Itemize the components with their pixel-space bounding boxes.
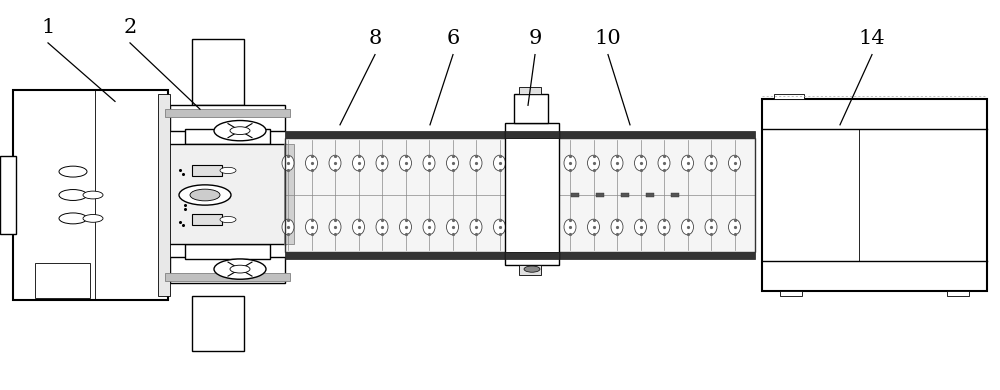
Ellipse shape bbox=[682, 219, 694, 235]
Bar bbox=[192, 296, 244, 351]
Ellipse shape bbox=[564, 155, 576, 171]
Ellipse shape bbox=[400, 155, 412, 171]
Ellipse shape bbox=[588, 155, 600, 171]
Bar bbox=[596, 193, 604, 197]
Ellipse shape bbox=[611, 219, 623, 235]
Ellipse shape bbox=[517, 155, 529, 171]
Bar bbox=[185, 129, 270, 144]
Circle shape bbox=[214, 259, 266, 279]
Ellipse shape bbox=[611, 155, 623, 171]
Circle shape bbox=[59, 166, 87, 177]
Bar bbox=[284, 144, 294, 244]
Ellipse shape bbox=[329, 219, 341, 235]
Ellipse shape bbox=[494, 155, 506, 171]
Bar bbox=[285, 138, 755, 252]
Bar bbox=[947, 291, 969, 296]
Ellipse shape bbox=[282, 219, 294, 235]
Bar bbox=[165, 109, 290, 117]
Ellipse shape bbox=[423, 219, 435, 235]
Text: 1: 1 bbox=[41, 18, 55, 37]
Ellipse shape bbox=[635, 219, 647, 235]
Bar bbox=[35, 263, 90, 298]
Ellipse shape bbox=[400, 219, 412, 235]
Text: 2: 2 bbox=[123, 18, 137, 37]
Ellipse shape bbox=[470, 219, 482, 235]
Bar bbox=[671, 193, 679, 197]
Ellipse shape bbox=[306, 155, 318, 171]
Bar bbox=[285, 138, 755, 252]
Bar bbox=[505, 123, 559, 265]
Ellipse shape bbox=[353, 219, 365, 235]
Bar bbox=[519, 87, 541, 94]
Bar bbox=[168, 144, 286, 244]
Bar bbox=[158, 94, 170, 296]
Bar bbox=[505, 252, 559, 259]
Circle shape bbox=[220, 216, 236, 223]
Text: 10: 10 bbox=[595, 30, 621, 48]
Bar bbox=[285, 252, 755, 259]
Ellipse shape bbox=[729, 155, 741, 171]
Text: 6: 6 bbox=[446, 30, 460, 48]
Ellipse shape bbox=[423, 155, 435, 171]
Bar bbox=[165, 273, 290, 281]
Ellipse shape bbox=[447, 155, 459, 171]
Circle shape bbox=[230, 127, 250, 135]
Circle shape bbox=[59, 190, 87, 200]
Bar bbox=[0, 156, 16, 234]
Ellipse shape bbox=[447, 219, 459, 235]
Circle shape bbox=[220, 167, 236, 174]
Circle shape bbox=[59, 213, 87, 224]
Ellipse shape bbox=[705, 155, 717, 171]
Ellipse shape bbox=[494, 219, 506, 235]
Ellipse shape bbox=[306, 219, 318, 235]
Ellipse shape bbox=[658, 155, 670, 171]
Ellipse shape bbox=[729, 219, 741, 235]
Circle shape bbox=[214, 121, 266, 141]
Ellipse shape bbox=[517, 219, 529, 235]
Bar bbox=[519, 265, 541, 275]
Ellipse shape bbox=[588, 219, 600, 235]
Ellipse shape bbox=[658, 219, 670, 235]
Bar bbox=[505, 131, 559, 138]
Circle shape bbox=[190, 189, 220, 201]
Bar bbox=[13, 90, 168, 300]
Ellipse shape bbox=[682, 155, 694, 171]
Bar bbox=[192, 165, 222, 176]
Bar bbox=[780, 291, 802, 296]
Bar bbox=[762, 99, 987, 291]
Bar bbox=[285, 131, 755, 138]
Ellipse shape bbox=[470, 155, 482, 171]
Text: 8: 8 bbox=[368, 30, 382, 48]
Text: 14: 14 bbox=[859, 30, 885, 48]
Bar bbox=[185, 244, 270, 259]
Ellipse shape bbox=[282, 155, 294, 171]
Bar bbox=[192, 214, 222, 225]
Text: 9: 9 bbox=[528, 30, 542, 48]
Bar bbox=[170, 257, 285, 283]
Bar bbox=[514, 94, 548, 123]
Ellipse shape bbox=[353, 155, 365, 171]
Bar bbox=[774, 94, 804, 99]
Circle shape bbox=[179, 185, 231, 205]
Ellipse shape bbox=[564, 219, 576, 235]
Bar bbox=[192, 39, 244, 105]
Circle shape bbox=[524, 266, 540, 272]
Bar bbox=[621, 193, 629, 197]
Ellipse shape bbox=[541, 155, 553, 171]
Bar bbox=[571, 193, 579, 197]
Ellipse shape bbox=[329, 155, 341, 171]
Ellipse shape bbox=[541, 219, 553, 235]
Ellipse shape bbox=[635, 155, 647, 171]
Circle shape bbox=[83, 191, 103, 199]
Ellipse shape bbox=[705, 219, 717, 235]
Ellipse shape bbox=[376, 155, 388, 171]
Bar bbox=[170, 105, 285, 131]
Bar bbox=[646, 193, 654, 197]
Ellipse shape bbox=[376, 219, 388, 235]
Circle shape bbox=[230, 265, 250, 273]
Circle shape bbox=[83, 215, 103, 222]
